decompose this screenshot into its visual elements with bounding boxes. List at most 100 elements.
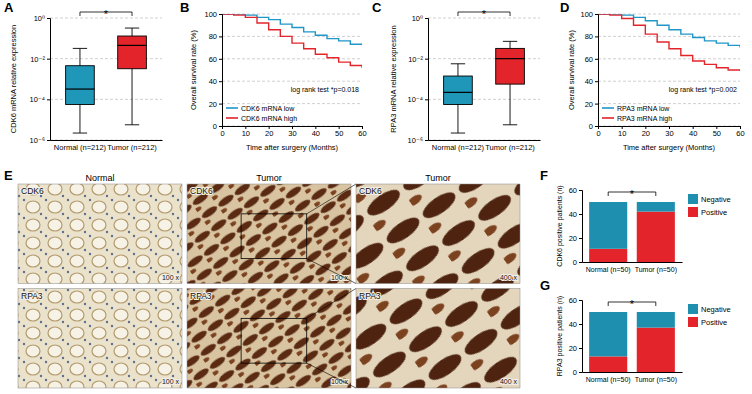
tick: 20	[585, 100, 598, 109]
column-header: Tumor	[425, 173, 451, 183]
tick: 50	[335, 126, 343, 138]
zoom-connector	[307, 289, 356, 319]
tick: 60	[736, 126, 744, 138]
legend-swatch	[226, 117, 238, 119]
axis-line	[425, 19, 429, 141]
micrograph	[18, 289, 182, 389]
tick: Tumor (n=212)	[107, 143, 157, 152]
whisker-cap	[125, 124, 139, 125]
panel-label: A	[4, 0, 14, 15]
bar	[589, 249, 627, 262]
panel: A10⁻⁶10⁻⁴10⁻²10⁰Normal (n=212)Tumor (n=2…	[4, 0, 163, 152]
tick: Tumor (n=50)	[635, 376, 677, 384]
y-axis: 10⁻⁶ 10⁻⁴ 10⁻² 10⁰	[29, 14, 50, 145]
tick-label: 40	[585, 77, 593, 86]
tick-mark	[425, 18, 428, 19]
tick-label: 40	[312, 129, 320, 138]
tick-label: 100	[204, 10, 217, 19]
tick-mark	[219, 126, 222, 127]
tick: 20	[209, 100, 222, 109]
y-axis-title: RPA3 positive patients (n)	[556, 296, 564, 376]
axis-line	[219, 15, 223, 127]
tick-label: 20	[569, 234, 577, 243]
tick-mark	[595, 14, 598, 15]
tick-mark	[595, 36, 598, 37]
image-label: RPA3	[359, 291, 381, 301]
zoom-connector	[307, 363, 356, 388]
tick: 0	[596, 126, 600, 138]
tick: 0	[220, 126, 224, 138]
tick: 10⁻⁴	[29, 95, 50, 104]
tick: 10⁻²	[30, 55, 50, 64]
tick-mark	[595, 59, 598, 60]
zoom-connector	[307, 184, 356, 214]
tick: 80	[209, 32, 222, 41]
magnification-label: 100 x	[162, 378, 180, 385]
x-axis: Normal (n=212)Tumor (n=212)	[429, 141, 541, 153]
tick: 10⁻⁶	[30, 136, 50, 145]
image-label: RPA3	[21, 291, 43, 301]
grid-line	[598, 36, 740, 37]
image-label: CDK6	[359, 186, 382, 196]
micrograph	[18, 184, 182, 284]
tick-mark	[425, 59, 428, 60]
column-header: Tumor	[256, 173, 282, 183]
tick-label: 10⁰	[34, 14, 45, 23]
plot-area	[589, 312, 675, 372]
whisker-cap	[73, 48, 87, 49]
legend: CDK6 mRNA lowCDK6 mRNA high	[226, 105, 297, 123]
y-axis: 10⁻⁶10⁻⁴10⁻²10⁰	[407, 14, 428, 145]
y-axis-title: CDK6 mRNA relative expression	[9, 25, 18, 133]
tick-label: 80	[209, 32, 217, 41]
tick: 20	[642, 126, 650, 138]
tick-label: 60	[209, 55, 217, 64]
axis-line	[595, 15, 599, 127]
tick: 10⁰	[34, 14, 50, 23]
grid-line	[598, 58, 740, 59]
tick-label: 20	[265, 129, 273, 138]
y-axis: 020406080100	[204, 10, 222, 131]
tick-label: 0	[596, 129, 600, 138]
tick-label: 20	[585, 100, 593, 109]
tick: 30	[665, 126, 673, 138]
tick: Normal (n=50)	[586, 376, 631, 384]
tick-label: 100	[580, 10, 593, 19]
tick-mark	[595, 104, 598, 105]
tick-label: Normal (n=50)	[586, 376, 631, 384]
panel: D0204060801000102030405060Overall surviv…	[560, 0, 745, 152]
survival-curve	[598, 14, 740, 71]
magnification-label: 100 x	[331, 378, 349, 385]
legend-swatch	[688, 194, 698, 204]
tick: 10⁻²	[408, 55, 428, 64]
box	[444, 76, 473, 104]
tick-label: 30	[288, 129, 296, 138]
y-axis-title: RPA3 mRNA relative expression	[389, 25, 398, 132]
tick-mark	[219, 104, 222, 105]
tick-mark	[425, 140, 428, 141]
y-axis-title: Overall survival rate (%)	[567, 29, 576, 110]
panel: ENormalTumorTumorCDK6100 xCDK6100 xCDK64…	[4, 168, 520, 388]
tick-label: 60	[569, 296, 577, 305]
tick-mark	[579, 190, 582, 191]
tick-label: 0	[573, 368, 577, 377]
tick: 0	[573, 368, 582, 377]
tick-label: 10⁻²	[408, 55, 423, 64]
tick-mark	[219, 14, 222, 15]
x-axis-title: Time after surgery (Months)	[246, 143, 339, 152]
annotation: log rank test *p=0.002	[669, 86, 737, 94]
y-axis: 0204060	[569, 296, 583, 377]
tick: 100	[204, 10, 222, 19]
axis-line	[579, 191, 583, 263]
axis-line	[583, 262, 683, 263]
tick: 60	[569, 186, 582, 195]
tick-label: Tumor (n=50)	[635, 376, 677, 384]
median	[118, 45, 147, 46]
tick-label: Tumor (n=50)	[635, 266, 677, 274]
panel-label: G	[540, 278, 550, 293]
tick: 10⁻⁶	[408, 136, 428, 145]
tick: Tumor (n=50)	[635, 266, 677, 274]
tick: 80	[585, 32, 598, 41]
x-axis: Normal (n=50) Tumor (n=50)	[583, 373, 683, 384]
axis-line	[583, 372, 683, 373]
legend-swatch	[602, 107, 614, 109]
